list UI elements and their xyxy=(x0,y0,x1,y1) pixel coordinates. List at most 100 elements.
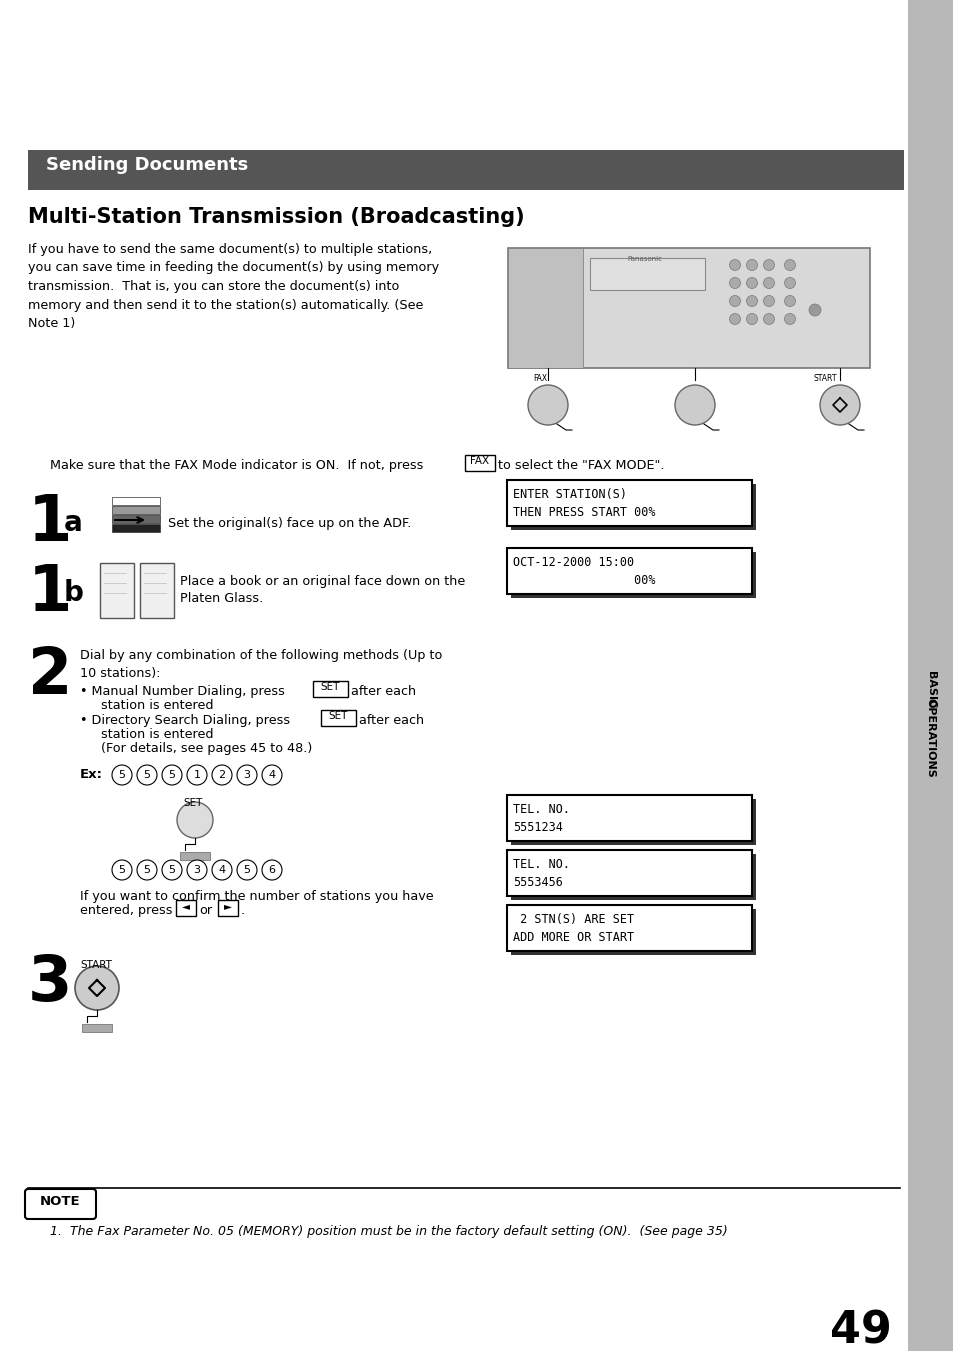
Text: 1: 1 xyxy=(193,770,200,780)
Circle shape xyxy=(762,259,774,270)
FancyBboxPatch shape xyxy=(25,1189,96,1219)
Text: Ex:: Ex: xyxy=(80,767,103,781)
FancyBboxPatch shape xyxy=(320,711,355,725)
Circle shape xyxy=(675,385,714,426)
FancyBboxPatch shape xyxy=(506,850,751,896)
Text: after each: after each xyxy=(351,685,416,698)
Text: ►: ► xyxy=(224,901,232,911)
Text: ADD MORE OR START: ADD MORE OR START xyxy=(513,931,634,944)
Text: Set the original(s) face up on the ADF.: Set the original(s) face up on the ADF. xyxy=(168,517,411,530)
FancyBboxPatch shape xyxy=(112,497,160,505)
Text: after each: after each xyxy=(358,713,424,727)
Text: • Directory Search Dialing, press: • Directory Search Dialing, press xyxy=(80,713,290,727)
FancyBboxPatch shape xyxy=(511,798,755,844)
Text: station is entered: station is entered xyxy=(92,698,213,712)
FancyBboxPatch shape xyxy=(313,681,348,697)
FancyBboxPatch shape xyxy=(506,549,751,594)
FancyBboxPatch shape xyxy=(511,909,755,955)
Text: to select the "FAX MODE".: to select the "FAX MODE". xyxy=(497,459,664,471)
Text: station is entered: station is entered xyxy=(92,728,213,740)
FancyBboxPatch shape xyxy=(507,249,869,367)
Circle shape xyxy=(262,861,282,880)
Circle shape xyxy=(112,861,132,880)
Text: entered, press: entered, press xyxy=(80,904,172,917)
Text: 1: 1 xyxy=(28,492,72,554)
Circle shape xyxy=(783,277,795,289)
Circle shape xyxy=(137,765,157,785)
Circle shape xyxy=(762,313,774,324)
Circle shape xyxy=(745,277,757,289)
Text: TEL. NO.: TEL. NO. xyxy=(513,858,569,871)
Circle shape xyxy=(783,296,795,307)
Text: 5: 5 xyxy=(169,865,175,875)
Text: 1.  The Fax Parameter No. 05 (MEMORY) position must be in the factory default se: 1. The Fax Parameter No. 05 (MEMORY) pos… xyxy=(50,1225,727,1238)
Text: 4: 4 xyxy=(268,770,275,780)
FancyBboxPatch shape xyxy=(82,1024,112,1032)
Text: If you want to confirm the number of stations you have: If you want to confirm the number of sta… xyxy=(80,890,434,902)
Text: 2: 2 xyxy=(218,770,225,780)
Text: or: or xyxy=(199,904,212,917)
FancyBboxPatch shape xyxy=(907,0,953,1351)
Circle shape xyxy=(762,277,774,289)
Text: START: START xyxy=(80,961,112,970)
Text: 2: 2 xyxy=(28,644,72,707)
Text: Dial by any combination of the following methods (Up to
10 stations):: Dial by any combination of the following… xyxy=(80,648,442,680)
Circle shape xyxy=(729,277,740,289)
Circle shape xyxy=(527,385,567,426)
Circle shape xyxy=(212,861,232,880)
FancyBboxPatch shape xyxy=(112,524,160,532)
FancyBboxPatch shape xyxy=(112,507,160,513)
Text: Panasonic: Panasonic xyxy=(627,255,661,262)
Text: SET: SET xyxy=(183,798,202,808)
Circle shape xyxy=(745,259,757,270)
Text: 2 STN(S) ARE SET: 2 STN(S) ARE SET xyxy=(513,913,634,925)
Circle shape xyxy=(187,861,207,880)
Circle shape xyxy=(137,861,157,880)
Circle shape xyxy=(162,765,182,785)
Text: 5553456: 5553456 xyxy=(513,875,562,889)
Text: Multi-Station Transmission (Broadcasting): Multi-Station Transmission (Broadcasting… xyxy=(28,207,524,227)
Circle shape xyxy=(783,313,795,324)
Text: OPERATIONS: OPERATIONS xyxy=(925,698,935,778)
Text: (For details, see pages 45 to 48.): (For details, see pages 45 to 48.) xyxy=(92,742,312,755)
Text: ◄: ◄ xyxy=(182,901,190,911)
FancyBboxPatch shape xyxy=(511,484,755,530)
Text: SET: SET xyxy=(320,682,339,692)
Circle shape xyxy=(745,313,757,324)
Text: 5551234: 5551234 xyxy=(513,821,562,834)
FancyBboxPatch shape xyxy=(175,900,195,916)
Text: 1: 1 xyxy=(28,562,72,624)
Circle shape xyxy=(177,802,213,838)
Text: 5: 5 xyxy=(243,865,251,875)
Text: • Manual Number Dialing, press: • Manual Number Dialing, press xyxy=(80,685,285,698)
Text: Sending Documents: Sending Documents xyxy=(46,155,248,174)
Text: .: . xyxy=(241,904,245,917)
Text: 3: 3 xyxy=(243,770,251,780)
FancyBboxPatch shape xyxy=(140,563,173,617)
Circle shape xyxy=(112,765,132,785)
Text: 49: 49 xyxy=(829,1310,891,1351)
Text: START: START xyxy=(812,374,836,382)
Text: a: a xyxy=(64,509,83,536)
Text: THEN PRESS START 00%: THEN PRESS START 00% xyxy=(513,507,655,519)
FancyBboxPatch shape xyxy=(511,854,755,900)
Text: 5: 5 xyxy=(143,865,151,875)
Circle shape xyxy=(729,296,740,307)
FancyBboxPatch shape xyxy=(506,480,751,526)
FancyBboxPatch shape xyxy=(589,258,704,290)
Text: FAX: FAX xyxy=(470,457,489,466)
Text: BASIC: BASIC xyxy=(925,671,935,708)
Text: 5: 5 xyxy=(143,770,151,780)
FancyBboxPatch shape xyxy=(506,794,751,842)
Text: If you have to send the same document(s) to multiple stations,
you can save time: If you have to send the same document(s)… xyxy=(28,243,438,330)
Text: 3: 3 xyxy=(28,952,72,1015)
Text: 3: 3 xyxy=(193,865,200,875)
FancyBboxPatch shape xyxy=(218,900,237,916)
Text: 6: 6 xyxy=(268,865,275,875)
Circle shape xyxy=(236,861,256,880)
Text: SET: SET xyxy=(328,711,347,721)
Text: b: b xyxy=(64,580,84,607)
Circle shape xyxy=(745,296,757,307)
Text: Make sure that the FAX Mode indicator is ON.  If not, press: Make sure that the FAX Mode indicator is… xyxy=(50,459,423,471)
Text: OCT-12-2000 15:00: OCT-12-2000 15:00 xyxy=(513,557,634,569)
